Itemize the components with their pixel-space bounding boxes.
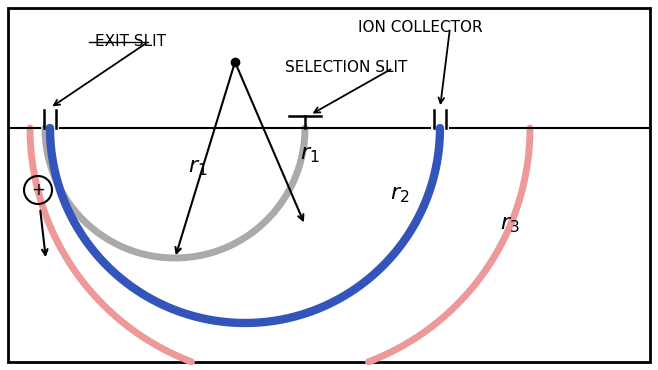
Text: SELECTION SLIT: SELECTION SLIT [285, 61, 407, 75]
Text: EXIT SLIT: EXIT SLIT [95, 34, 166, 50]
Text: $r_1$: $r_1$ [300, 145, 320, 165]
Text: $r_2$: $r_2$ [390, 185, 410, 205]
Text: +: + [31, 181, 45, 199]
Text: $r_3$: $r_3$ [500, 215, 520, 235]
Text: ION COLLECTOR: ION COLLECTOR [358, 20, 482, 36]
Text: $r_1$: $r_1$ [188, 158, 208, 178]
